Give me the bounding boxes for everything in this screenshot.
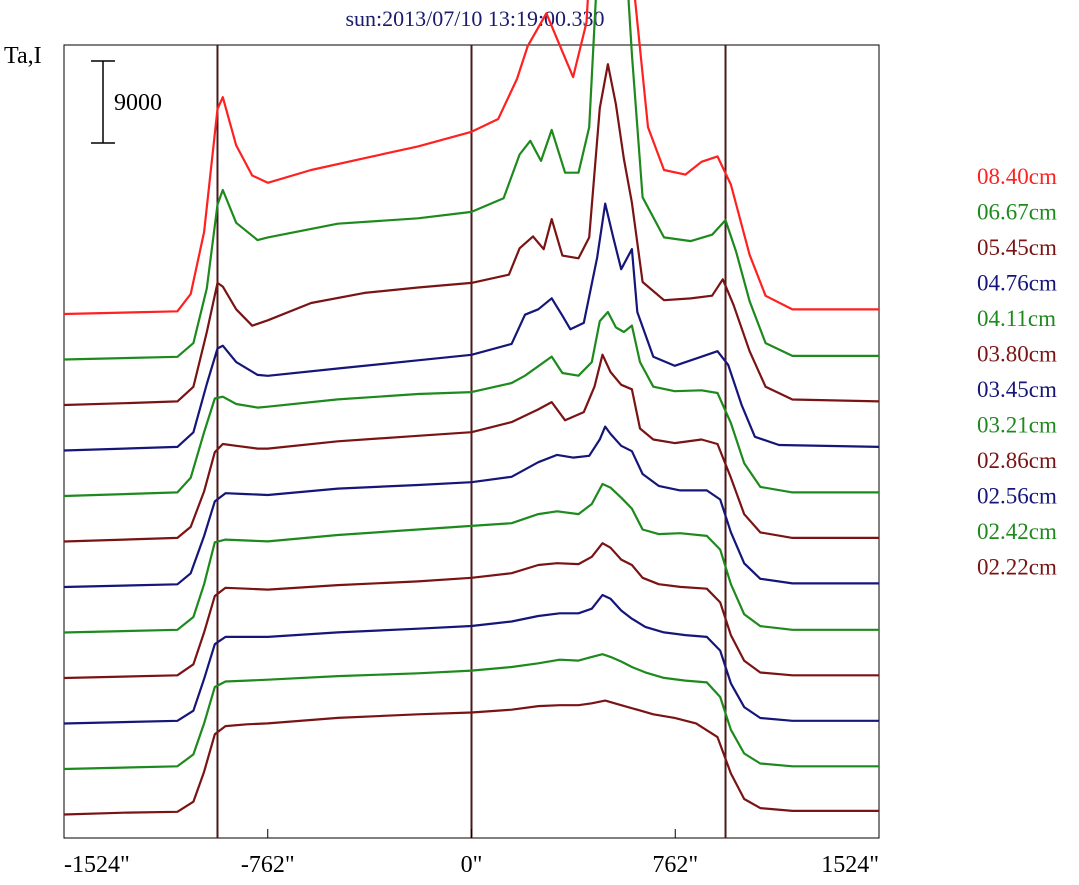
scale-bar: 9000 [91, 60, 162, 144]
chart-title: sun:2013/07/10 13:19:00.330 [345, 6, 604, 31]
x-tick-label: 1524" [821, 852, 879, 878]
series-line-05.45cm [63, 63, 880, 407]
vertical-markers [216, 45, 727, 838]
series-line-03.21cm [63, 482, 879, 634]
legend-entry-04.76cm: 04.76cm [977, 271, 1057, 296]
x-axis-ticks: -1524" -762" 0" 762" 1524" [63, 829, 880, 878]
legend-entry-03.21cm: 03.21cm [977, 413, 1057, 438]
series-line-02.86cm [63, 542, 879, 680]
y-axis-label: Ta,I [4, 43, 42, 69]
series-line-04.76cm [63, 202, 880, 452]
series-line-03.80cm [63, 353, 879, 543]
legend-entry-02.56cm: 02.56cm [977, 484, 1057, 509]
series-line-03.45cm [63, 425, 879, 589]
x-tick-label: 0" [461, 852, 483, 878]
x-tick-label: 762" [652, 852, 698, 878]
legend-entry-04.11cm: 04.11cm [977, 306, 1056, 331]
series-line-02.56cm [63, 593, 879, 725]
series-line-06.67cm [63, 0, 879, 361]
legend-entry-06.67cm: 06.67cm [977, 200, 1057, 225]
legend-entry-05.45cm: 05.45cm [977, 235, 1057, 260]
legend-entry-03.80cm: 03.80cm [977, 342, 1057, 367]
legend-entry-02.86cm: 02.86cm [977, 448, 1057, 473]
legend-entry-03.45cm: 03.45cm [977, 377, 1057, 402]
legend: 08.40cm 06.67cm 05.45cm 04.76cm 04.11cm 03.80… [977, 164, 1057, 580]
series-line-02.22cm [63, 699, 879, 816]
series-line-08.40cm [63, 0, 879, 316]
x-tick-label: -762" [241, 852, 295, 878]
legend-entry-02.42cm: 02.42cm [977, 519, 1057, 544]
legend-entry-02.22cm: 02.22cm [977, 555, 1057, 580]
series-lines [63, 0, 880, 816]
series-line-04.11cm [63, 310, 879, 498]
series-line-02.42cm [63, 653, 879, 771]
x-tick-label: -1524" [64, 852, 130, 878]
scale-bar-label: 9000 [114, 90, 162, 116]
legend-entry-08.40cm: 08.40cm [977, 164, 1057, 189]
